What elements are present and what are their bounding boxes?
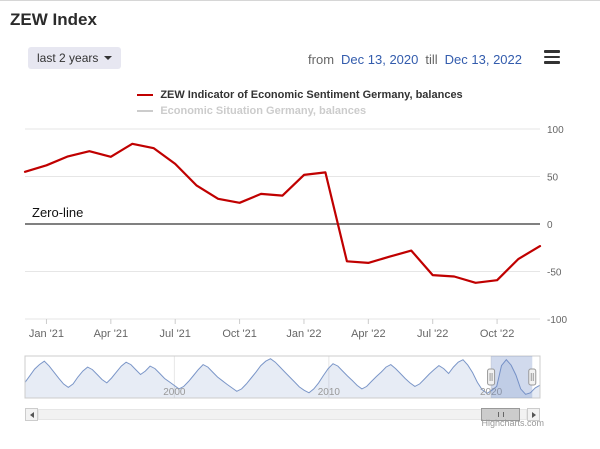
navigator-selected-range[interactable]	[491, 356, 533, 398]
svg-text:2010: 2010	[318, 387, 341, 398]
till-label: till	[425, 52, 438, 67]
till-date-input[interactable]: Dec 13, 2022	[444, 52, 522, 67]
svg-text:Jan '21: Jan '21	[29, 328, 64, 340]
hamburger-icon-bar	[544, 55, 560, 58]
navigator[interactable]: 2000 2010 2020	[0, 353, 600, 405]
svg-text:Zero-line: Zero-line	[32, 205, 83, 220]
legend: ZEW Indicator of Economic Sentiment Germ…	[0, 89, 600, 117]
context-menu-button[interactable]	[544, 50, 560, 64]
series-line-sample-red	[137, 94, 154, 96]
navigator-handle-right[interactable]	[528, 368, 537, 386]
svg-text:Apr '22: Apr '22	[351, 328, 386, 340]
svg-text:Jul '22: Jul '22	[417, 328, 448, 340]
svg-text:Jul '21: Jul '21	[159, 328, 190, 340]
svg-text:Jan '22: Jan '22	[286, 328, 321, 340]
chart-title: ZEW Index	[10, 10, 97, 29]
svg-text:100: 100	[547, 125, 564, 136]
scrollbar[interactable]	[25, 408, 540, 421]
range-selector-label: last 2 years	[37, 51, 99, 65]
scrollbar-track[interactable]	[38, 409, 527, 420]
navigator-handle-left[interactable]	[487, 368, 496, 386]
svg-text:Oct '21: Oct '21	[222, 328, 257, 340]
series-line-sample-gray	[137, 110, 154, 112]
legend-item-situation[interactable]: Economic Situation Germany, balances	[137, 105, 462, 117]
hamburger-icon-bar	[544, 61, 560, 64]
legend-item-sentiment[interactable]: ZEW Indicator of Economic Sentiment Germ…	[137, 89, 463, 101]
svg-text:-100: -100	[547, 315, 567, 326]
svg-text:0: 0	[547, 220, 553, 231]
scrollbar-thumb[interactable]	[481, 408, 520, 421]
legend-items: ZEW Indicator of Economic Sentiment Germ…	[137, 89, 463, 117]
from-date-input[interactable]: Dec 13, 2020	[341, 52, 419, 67]
svg-text:2020: 2020	[480, 387, 503, 398]
hamburger-icon	[544, 50, 560, 53]
svg-text:-50: -50	[547, 268, 562, 279]
main-chart: 100 50 0 -50 -100 Zero-line Jan '21 Apr '21 Jul …	[23, 125, 567, 340]
legend-label-situation: Economic Situation Germany, balances	[160, 105, 367, 117]
date-range-inputs: from Dec 13, 2020 till Dec 13, 2022	[308, 52, 522, 67]
scrollbar-left-button[interactable]	[25, 408, 38, 421]
arrow-left-icon	[29, 411, 34, 418]
legend-label-sentiment: ZEW Indicator of Economic Sentiment Germ…	[160, 89, 463, 101]
range-selector-button[interactable]: last 2 years	[28, 47, 122, 69]
from-label: from	[308, 52, 335, 67]
chevron-down-icon	[104, 56, 113, 60]
svg-text:50: 50	[547, 173, 559, 184]
svg-text:Apr '21: Apr '21	[94, 328, 129, 340]
arrow-right-icon	[531, 411, 536, 418]
svg-text:Oct '22: Oct '22	[480, 328, 515, 340]
svg-text:2000: 2000	[163, 387, 186, 398]
credits-link[interactable]: Highcharts.com	[481, 418, 544, 428]
scrollbar-right-button[interactable]	[527, 408, 540, 421]
